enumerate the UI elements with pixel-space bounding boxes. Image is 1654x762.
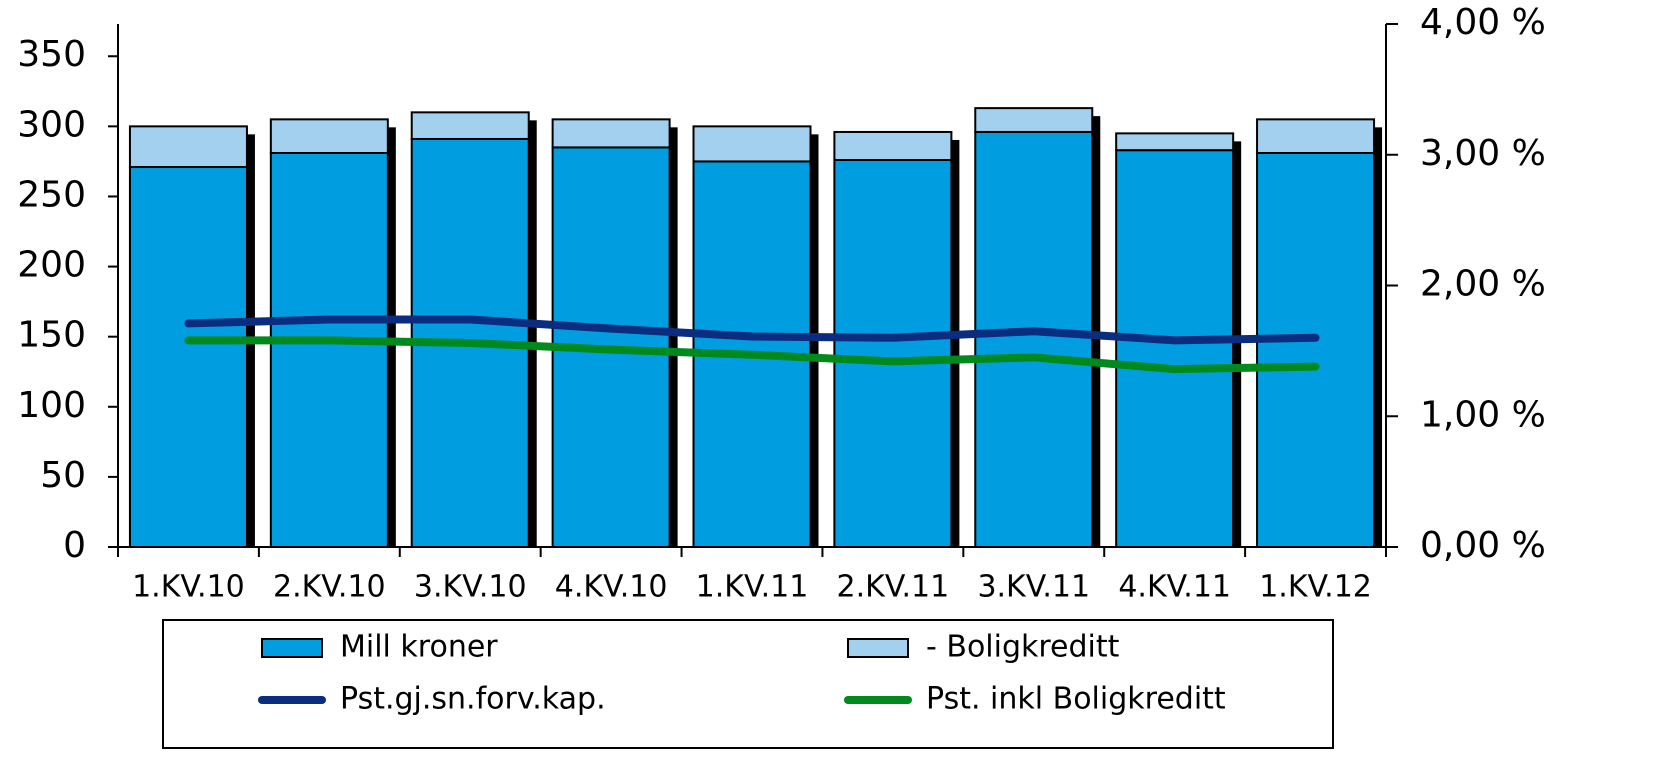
- legend-label: Mill kroner: [340, 630, 498, 665]
- y-tick-label: 350: [17, 34, 86, 75]
- bar: [410, 111, 530, 140]
- x-tick-label: 1.KV.12: [1259, 570, 1372, 605]
- bar: [128, 125, 248, 169]
- x-tick-label: 2.KV.10: [273, 570, 386, 605]
- legend-label: - Boligkreditt: [926, 630, 1120, 665]
- bar: [1256, 151, 1376, 548]
- bar: [1256, 118, 1376, 154]
- x-tick-label: 1.KV.11: [696, 570, 809, 605]
- y-tick-label: 0: [63, 525, 86, 566]
- x-tick-label: 4.KV.11: [1118, 570, 1231, 605]
- x-tick-label: 4.KV.10: [555, 570, 668, 605]
- bar: [551, 118, 671, 149]
- y2-tick-label: 0,00 %: [1420, 525, 1546, 566]
- legend-box: [162, 619, 1334, 749]
- bar: [974, 130, 1094, 548]
- y2-tick-label: 4,00 %: [1420, 2, 1546, 43]
- bar: [269, 118, 389, 154]
- y2-tick-label: 1,00 %: [1420, 394, 1546, 435]
- y-tick-label: 200: [17, 245, 86, 286]
- bar: [128, 166, 248, 548]
- y-tick-label: 50: [40, 455, 86, 496]
- y2-tick-label: 3,00 %: [1420, 133, 1546, 174]
- x-tick-label: 3.KV.11: [977, 570, 1090, 605]
- y-tick-label: 250: [17, 174, 86, 215]
- legend-label: Pst. inkl Boligkreditt: [926, 682, 1226, 717]
- bar: [692, 125, 812, 163]
- line: [184, 315, 1320, 345]
- y-tick-label: 150: [17, 315, 86, 356]
- y2-tick-label: 2,00 %: [1420, 264, 1546, 305]
- y-tick-label: 100: [17, 385, 86, 426]
- y-tick-label: 300: [17, 104, 86, 145]
- x-tick-label: 2.KV.11: [837, 570, 950, 605]
- bar: [833, 159, 953, 548]
- legend-label: Pst.gj.sn.forv.kap.: [340, 682, 606, 717]
- bar: [269, 151, 389, 548]
- bar: [1115, 149, 1235, 548]
- legend-swatch: [847, 638, 909, 658]
- bar: [974, 107, 1094, 133]
- x-tick-label: 3.KV.10: [414, 570, 527, 605]
- x-tick-label: 1.KV.10: [132, 570, 245, 605]
- line: [184, 336, 1320, 374]
- legend-swatch: [261, 638, 323, 658]
- bar: [1115, 132, 1235, 152]
- bar: [833, 130, 953, 162]
